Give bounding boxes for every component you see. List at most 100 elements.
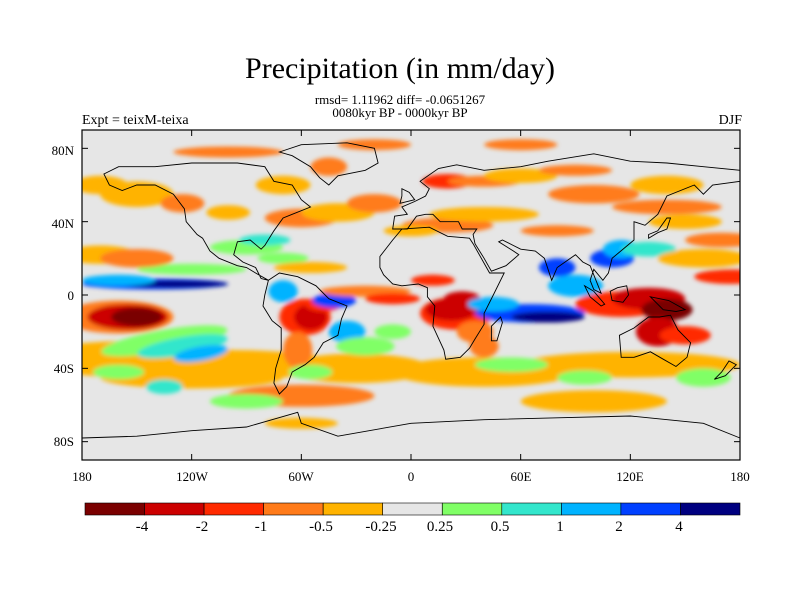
anomaly-patch — [694, 269, 740, 284]
anomaly-patch — [93, 364, 145, 380]
anomaly-patch — [336, 337, 395, 356]
colorbar-swatch — [441, 502, 503, 516]
anomaly-patch — [548, 274, 603, 297]
anomaly-patch — [630, 175, 704, 195]
anomaly-patch — [685, 232, 740, 248]
coastline-japan — [648, 217, 672, 239]
anomaly-patch — [209, 394, 284, 409]
lat-label-0: 0 — [67, 288, 75, 303]
lat-label-40n: 40N — [51, 216, 74, 231]
coastline-new-guinea — [649, 296, 687, 312]
anomaly-patch — [641, 298, 693, 321]
field-layer — [82, 130, 740, 460]
anomaly-patch — [548, 185, 640, 204]
anomaly-patch — [429, 207, 539, 222]
anomaly-patch — [538, 164, 613, 176]
colorbar-label-4: -0.5 — [309, 519, 333, 535]
colorbar-swatch — [144, 502, 205, 516]
colorbar-swatch — [263, 502, 324, 516]
season-label: DJF — [718, 113, 742, 128]
colorbar-label-10: 4 — [675, 519, 683, 535]
anomaly-patch — [206, 205, 251, 220]
anomaly-patch — [383, 225, 439, 237]
chart-title: Precipitation (in mm/day) — [245, 52, 555, 85]
coastline-greenland — [277, 142, 379, 186]
anomaly-patch — [160, 194, 205, 213]
anomaly-patch — [273, 262, 348, 273]
anomaly-patch — [621, 241, 676, 257]
colorbar-label-2: -2 — [195, 519, 209, 535]
lat-label-80n: 80N — [51, 143, 74, 158]
colorbar-swatch — [561, 502, 622, 516]
anomaly-patch — [136, 263, 247, 275]
colorbar-label-3: -1 — [254, 519, 268, 535]
lat-label-40s: 40S — [53, 361, 74, 376]
coastline-africa — [379, 226, 505, 360]
coastline-antarctica — [81, 411, 741, 439]
lon-label-120e: 120E — [616, 469, 644, 484]
anomaly-patch — [520, 390, 667, 413]
anomaly-patch — [111, 307, 163, 327]
coastline-layer — [81, 142, 741, 439]
lon-label-120w: 120W — [176, 469, 208, 484]
colorbar-swatch — [680, 502, 741, 516]
coastline-madagascar — [490, 316, 503, 342]
period-subtitle: 0080kyr BP - 0000kyr BP — [332, 105, 468, 120]
stats-subtitle: rmsd= 1.11962 diff= -0.0651267 — [314, 92, 486, 107]
anomaly-patch — [657, 249, 740, 268]
anomaly-patch — [557, 370, 612, 385]
anomaly-patch — [82, 175, 128, 195]
anomaly-patch — [283, 331, 313, 369]
lon-label-60e: 60E — [510, 469, 532, 484]
coastline-sumatra — [583, 284, 606, 307]
anomaly-patch — [268, 280, 298, 303]
anomaly-patch — [146, 379, 183, 395]
anomaly-patch — [100, 366, 284, 389]
lon-label-60w: 60W — [288, 469, 314, 484]
colorbar-label-7: 0.5 — [490, 519, 510, 535]
coastline-australia — [618, 314, 692, 368]
colorbar-swatch — [501, 502, 562, 516]
anomaly-patch — [337, 139, 411, 151]
colorbar-label-6: 0.25 — [426, 519, 454, 535]
colorbar-label-5: -0.25 — [365, 519, 397, 535]
anomaly-patch — [328, 320, 366, 343]
anomaly-patch — [659, 326, 711, 345]
coastline-uk — [399, 187, 416, 204]
lon-label-180w: 180 — [72, 469, 92, 484]
colorbar-label-1: -4 — [135, 519, 149, 535]
anomaly-patch — [310, 157, 348, 176]
colorbar-swatch — [203, 502, 264, 516]
lat-label-80s: 80S — [53, 434, 74, 449]
anomaly-patch — [239, 234, 291, 246]
coastline-indonesia-borneo — [609, 285, 629, 303]
coastline-eurasia — [392, 153, 741, 295]
anomaly-patch — [612, 199, 722, 215]
anomaly-patch — [374, 324, 412, 340]
anomaly-patch — [484, 168, 558, 184]
anomaly-patch — [101, 325, 228, 357]
anomaly-patch — [520, 225, 594, 237]
anomaly-patch — [469, 335, 499, 358]
anomaly-patch — [676, 368, 731, 387]
anomaly-patch — [511, 311, 585, 323]
colorbar-swatch — [84, 502, 145, 516]
anomaly-patch — [257, 252, 309, 264]
anomaly-patch — [137, 334, 228, 359]
lon-label-180e: 180 — [730, 469, 750, 484]
anomaly-patch — [411, 274, 455, 286]
anomaly-patch — [467, 296, 519, 312]
anomaly-patch — [347, 194, 402, 213]
anomaly-patch — [173, 345, 228, 363]
anomaly-patch — [648, 214, 722, 229]
colorbar — [84, 502, 741, 516]
experiment-label: Expt = teixM-teixa — [82, 113, 189, 128]
anomaly-patch — [365, 293, 421, 305]
anomaly-patch — [288, 364, 333, 380]
colorbar-label-9: 2 — [615, 519, 623, 535]
anomaly-patch — [100, 249, 174, 268]
colorbar-swatch — [382, 502, 443, 516]
lon-label-0: 0 — [407, 469, 415, 484]
colorbar-swatch — [322, 502, 384, 516]
